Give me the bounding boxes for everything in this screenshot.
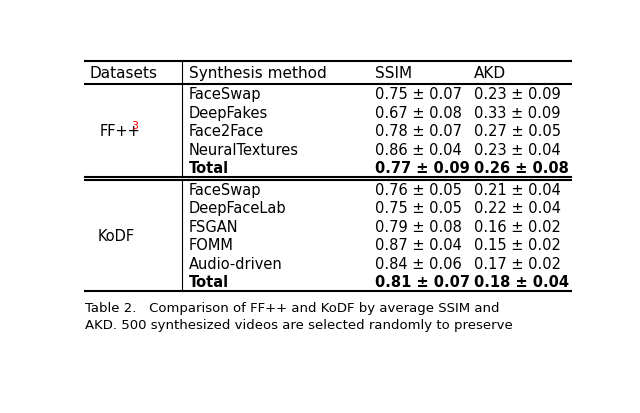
Text: 0.78 ± 0.07: 0.78 ± 0.07	[375, 124, 462, 139]
Text: KoDF: KoDF	[97, 228, 134, 243]
Text: 0.67 ± 0.08: 0.67 ± 0.08	[375, 105, 462, 120]
Text: Datasets: Datasets	[90, 66, 158, 81]
Text: 0.21 ± 0.04: 0.21 ± 0.04	[474, 182, 561, 197]
Text: Audio-driven: Audio-driven	[189, 256, 283, 271]
Text: 0.75 ± 0.07: 0.75 ± 0.07	[375, 87, 462, 102]
Text: 0.27 ± 0.05: 0.27 ± 0.05	[474, 124, 561, 139]
Text: 0.86 ± 0.04: 0.86 ± 0.04	[375, 142, 462, 157]
Text: 0.81 ± 0.07: 0.81 ± 0.07	[375, 275, 470, 290]
Text: DeepFakes: DeepFakes	[189, 105, 268, 120]
Text: NeuralTextures: NeuralTextures	[189, 142, 299, 157]
Text: 0.26 ± 0.08: 0.26 ± 0.08	[474, 161, 569, 176]
Text: 0.23 ± 0.04: 0.23 ± 0.04	[474, 142, 561, 157]
Text: 0.87 ± 0.04: 0.87 ± 0.04	[375, 237, 462, 253]
Text: Face2Face: Face2Face	[189, 124, 264, 139]
Text: DeepFaceLab: DeepFaceLab	[189, 201, 287, 216]
Text: Total: Total	[189, 161, 229, 176]
Text: 0.17 ± 0.02: 0.17 ± 0.02	[474, 256, 561, 271]
Text: 0.76 ± 0.05: 0.76 ± 0.05	[375, 182, 462, 197]
Text: 0.15 ± 0.02: 0.15 ± 0.02	[474, 237, 561, 253]
Text: 0.23 ± 0.09: 0.23 ± 0.09	[474, 87, 561, 102]
Text: Table 2.   Comparison of FF++ and KoDF by average SSIM and: Table 2. Comparison of FF++ and KoDF by …	[85, 301, 499, 314]
Text: 0.84 ± 0.06: 0.84 ± 0.06	[375, 256, 462, 271]
Text: 0.79 ± 0.08: 0.79 ± 0.08	[375, 219, 462, 234]
Text: 0.75 ± 0.05: 0.75 ± 0.05	[375, 201, 462, 216]
Text: FSGAN: FSGAN	[189, 219, 239, 234]
Text: 0.77 ± 0.09: 0.77 ± 0.09	[375, 161, 470, 176]
Text: 0.16 ± 0.02: 0.16 ± 0.02	[474, 219, 561, 234]
Text: 0.33 ± 0.09: 0.33 ± 0.09	[474, 105, 561, 120]
Text: FaceSwap: FaceSwap	[189, 182, 262, 197]
Text: FF++: FF++	[100, 124, 141, 139]
Text: SSIM: SSIM	[375, 66, 412, 81]
Text: AKD: AKD	[474, 66, 506, 81]
Text: Synthesis method: Synthesis method	[189, 66, 327, 81]
Text: 0.18 ± 0.04: 0.18 ± 0.04	[474, 275, 570, 290]
Text: FaceSwap: FaceSwap	[189, 87, 262, 102]
Text: 0.22 ± 0.04: 0.22 ± 0.04	[474, 201, 561, 216]
Text: FOMM: FOMM	[189, 237, 234, 253]
Text: Total: Total	[189, 275, 229, 290]
Text: 3: 3	[131, 121, 138, 131]
Text: AKD. 500 synthesized videos are selected randomly to preserve: AKD. 500 synthesized videos are selected…	[85, 318, 513, 331]
